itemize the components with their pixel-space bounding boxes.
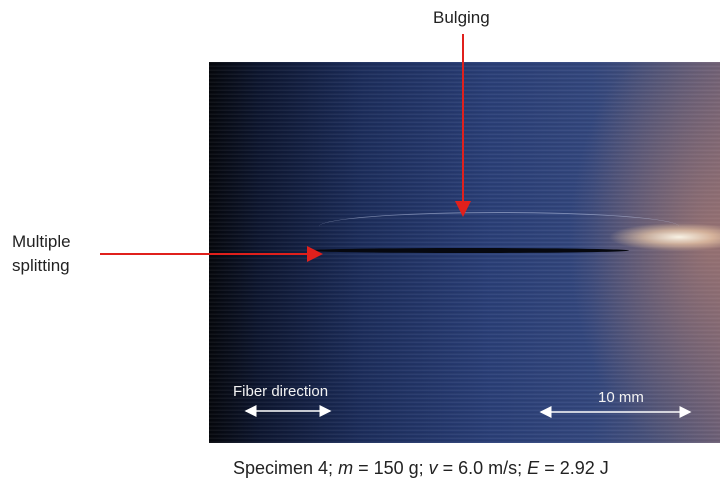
page: Bulging Multiple splitting Fiber directi… bbox=[0, 0, 720, 486]
caption-text: = 150 g; bbox=[358, 458, 424, 478]
caption-symbol: m bbox=[338, 458, 353, 478]
caption-text: = 6.0 m/s; bbox=[443, 458, 523, 478]
arrows bbox=[0, 0, 720, 486]
caption: Specimen 4;m= 150 g;v= 6.0 m/s;E= 2.92 J bbox=[233, 458, 614, 479]
caption-text: = 2.92 J bbox=[544, 458, 609, 478]
caption-text: Specimen 4; bbox=[233, 458, 333, 478]
caption-symbol: E bbox=[527, 458, 539, 478]
caption-symbol: v bbox=[429, 458, 438, 478]
